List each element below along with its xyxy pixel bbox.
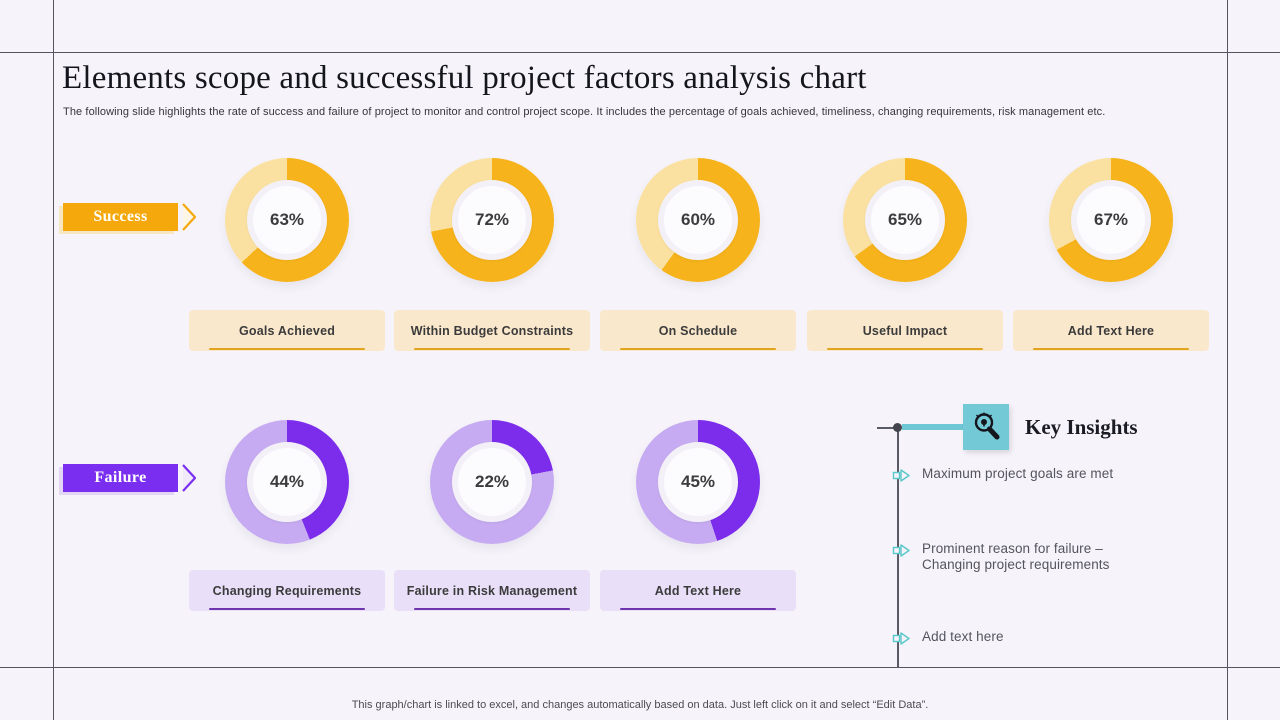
donut-chart[interactable]: 65% — [843, 158, 967, 282]
chevron-right-icon — [182, 203, 197, 231]
frame-line-right — [1227, 0, 1228, 720]
category-underline — [208, 607, 366, 610]
category-label[interactable]: Add Text Here — [1013, 310, 1209, 351]
page-subtitle: The following slide highlights the rate … — [63, 106, 1106, 118]
donut-chart[interactable]: 44% — [225, 420, 349, 544]
insight-item: Maximum project goals are met — [890, 466, 1220, 483]
category-underline — [1032, 347, 1190, 350]
insight-text: Maximum project goals are met — [922, 466, 1114, 481]
insight-item: Prominent reason for failure – Changing … — [890, 541, 1220, 573]
insights-connector-bar — [902, 424, 963, 430]
category-label-text: Add Text Here — [654, 583, 742, 598]
failure-tag-label: Failure — [94, 469, 147, 486]
donut-percent-label: 45% — [680, 472, 716, 491]
magnifier-bulb-icon — [963, 404, 1009, 450]
donut-chart[interactable]: 45% — [636, 420, 760, 544]
donut-center: 60% — [658, 180, 738, 260]
category-underline — [826, 347, 984, 350]
category-label[interactable]: Within Budget Constraints — [394, 310, 590, 351]
donut-percent-label: 22% — [474, 472, 510, 491]
triangle-bullet-icon — [892, 632, 910, 645]
donut-percent-label: 44% — [269, 472, 305, 491]
category-label[interactable]: Failure in Risk Management — [394, 570, 590, 611]
donut-chart[interactable]: 60% — [636, 158, 760, 282]
donut-center: 45% — [658, 442, 738, 522]
key-insights-title: Key Insights — [1025, 415, 1138, 439]
donut-center: 44% — [247, 442, 327, 522]
category-label[interactable]: On Schedule — [600, 310, 796, 351]
category-underline — [619, 347, 777, 350]
donut-center: 72% — [452, 180, 532, 260]
triangle-bullet-icon — [892, 469, 910, 482]
page-title: Elements scope and successful project fa… — [62, 60, 867, 96]
donut-center: 63% — [247, 180, 327, 260]
category-label-text: Within Budget Constraints — [410, 323, 574, 338]
category-underline — [413, 607, 571, 610]
category-label-text: Goals Achieved — [238, 323, 336, 338]
insights-connector-stub — [877, 427, 898, 429]
donut-chart[interactable]: 22% — [430, 420, 554, 544]
success-tag-label: Success — [93, 208, 148, 225]
donut-percent-label: 60% — [680, 210, 716, 229]
category-label-text: Useful Impact — [862, 323, 948, 338]
category-label-text: Add Text Here — [1067, 323, 1155, 338]
insight-item: Add text here — [890, 629, 1220, 646]
category-label-text: Changing Requirements — [212, 583, 362, 598]
frame-line-left — [53, 0, 54, 720]
category-label[interactable]: Goals Achieved — [189, 310, 385, 351]
failure-tag[interactable]: Failure — [63, 464, 178, 492]
donut-chart[interactable]: 67% — [1049, 158, 1173, 282]
donut-chart[interactable]: 72% — [430, 158, 554, 282]
insight-text: Prominent reason for failure – Changing … — [922, 541, 1110, 572]
category-label-text: Failure in Risk Management — [406, 583, 578, 598]
chevron-right-icon — [182, 464, 197, 492]
insights-connector-dot — [893, 423, 902, 432]
success-tag[interactable]: Success — [63, 203, 178, 231]
frame-line-top — [0, 52, 1280, 53]
footer-note: This graph/chart is linked to excel, and… — [351, 699, 929, 711]
donut-center: 22% — [452, 442, 532, 522]
donut-percent-label: 65% — [887, 210, 923, 229]
donut-percent-label: 67% — [1093, 210, 1129, 229]
category-label-text: On Schedule — [658, 323, 738, 338]
triangle-bullet-icon — [892, 544, 910, 557]
category-label[interactable]: Changing Requirements — [189, 570, 385, 611]
donut-percent-label: 72% — [474, 210, 510, 229]
donut-center: 65% — [865, 180, 945, 260]
category-label[interactable]: Add Text Here — [600, 570, 796, 611]
frame-line-bottom — [0, 667, 1280, 668]
donut-percent-label: 63% — [269, 210, 305, 229]
category-label[interactable]: Useful Impact — [807, 310, 1003, 351]
donut-chart[interactable]: 63% — [225, 158, 349, 282]
insight-text: Add text here — [922, 629, 1004, 644]
donut-center: 67% — [1071, 180, 1151, 260]
category-underline — [619, 607, 777, 610]
category-underline — [208, 347, 366, 350]
category-underline — [413, 347, 571, 350]
